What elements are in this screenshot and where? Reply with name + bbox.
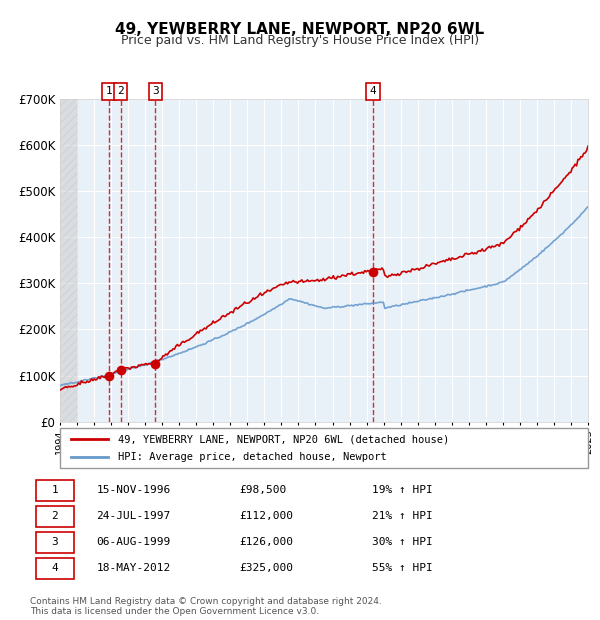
FancyBboxPatch shape: [35, 506, 74, 527]
Text: £98,500: £98,500: [240, 485, 287, 495]
Text: 4: 4: [370, 86, 376, 97]
Text: 4: 4: [52, 563, 58, 573]
Text: £112,000: £112,000: [240, 512, 294, 521]
Text: 49, YEWBERRY LANE, NEWPORT, NP20 6WL: 49, YEWBERRY LANE, NEWPORT, NP20 6WL: [115, 22, 485, 37]
FancyBboxPatch shape: [35, 480, 74, 501]
Text: 3: 3: [52, 537, 58, 547]
Text: 49, YEWBERRY LANE, NEWPORT, NP20 6WL (detached house): 49, YEWBERRY LANE, NEWPORT, NP20 6WL (de…: [118, 434, 449, 444]
Text: 15-NOV-1996: 15-NOV-1996: [96, 485, 170, 495]
FancyBboxPatch shape: [35, 557, 74, 578]
Bar: [60, 99, 77, 422]
Text: 19% ↑ HPI: 19% ↑ HPI: [372, 485, 433, 495]
FancyBboxPatch shape: [60, 428, 588, 468]
Text: 06-AUG-1999: 06-AUG-1999: [96, 537, 170, 547]
Text: 21% ↑ HPI: 21% ↑ HPI: [372, 512, 433, 521]
Text: 1: 1: [106, 86, 112, 97]
Text: 55% ↑ HPI: 55% ↑ HPI: [372, 563, 433, 573]
Bar: [60, 99, 77, 422]
Text: 24-JUL-1997: 24-JUL-1997: [96, 512, 170, 521]
Text: HPI: Average price, detached house, Newport: HPI: Average price, detached house, Newp…: [118, 452, 387, 462]
Text: 3: 3: [152, 86, 159, 97]
Text: 1: 1: [52, 485, 58, 495]
Text: 2: 2: [52, 512, 58, 521]
Text: This data is licensed under the Open Government Licence v3.0.: This data is licensed under the Open Gov…: [30, 607, 319, 616]
Text: Price paid vs. HM Land Registry's House Price Index (HPI): Price paid vs. HM Land Registry's House …: [121, 34, 479, 47]
FancyBboxPatch shape: [35, 531, 74, 553]
Text: £126,000: £126,000: [240, 537, 294, 547]
Text: £325,000: £325,000: [240, 563, 294, 573]
Text: 18-MAY-2012: 18-MAY-2012: [96, 563, 170, 573]
Text: Contains HM Land Registry data © Crown copyright and database right 2024.: Contains HM Land Registry data © Crown c…: [30, 598, 382, 606]
Text: 30% ↑ HPI: 30% ↑ HPI: [372, 537, 433, 547]
Text: 2: 2: [117, 86, 124, 97]
